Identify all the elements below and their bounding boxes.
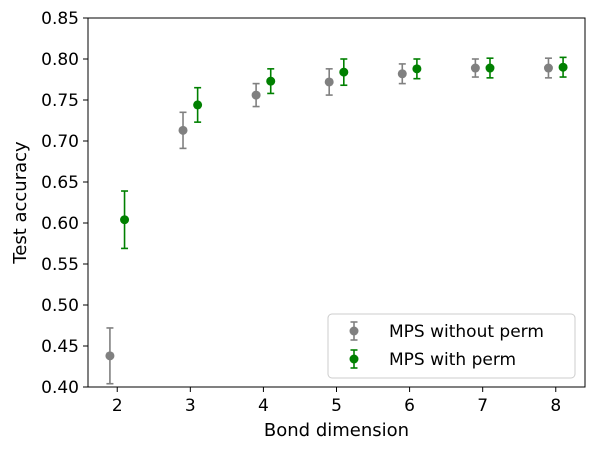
data-point: [397, 69, 407, 79]
data-point: [470, 63, 480, 73]
x-tick-label: 7: [477, 396, 488, 416]
legend-label: MPS without perm: [389, 322, 544, 342]
data-point: [178, 125, 188, 135]
y-axis-label: Test accuracy: [10, 141, 31, 265]
data-point: [339, 67, 349, 77]
x-axis-label: Bond dimension: [264, 420, 409, 441]
data-point: [266, 76, 276, 86]
y-tick-label: 0.85: [41, 9, 79, 29]
y-tick-label: 0.80: [41, 50, 79, 70]
data-point: [558, 62, 568, 72]
y-tick-label: 0.45: [41, 337, 79, 357]
data-point: [105, 351, 115, 361]
x-tick-label: 2: [112, 396, 123, 416]
x-tick-label: 6: [404, 396, 415, 416]
x-tick-label: 8: [550, 396, 561, 416]
y-tick-label: 0.40: [41, 378, 79, 398]
y-tick-label: 0.65: [41, 173, 79, 193]
legend-box: [327, 313, 576, 379]
x-axis-ticks: 2 3 4 5 6 7 8: [112, 387, 561, 416]
y-tick-label: 0.75: [41, 91, 79, 111]
data-point: [485, 63, 495, 73]
data-point: [193, 100, 203, 110]
data-point: [251, 90, 261, 100]
legend-marker: [349, 326, 359, 336]
y-tick-label: 0.70: [41, 132, 79, 152]
data-point: [412, 64, 422, 74]
x-tick-label: 5: [331, 396, 342, 416]
series-without-perm: [105, 57, 553, 385]
series-with-perm: [120, 56, 568, 250]
y-tick-label: 0.60: [41, 214, 79, 234]
legend: MPS without perm MPS with perm: [327, 313, 576, 379]
data-point: [120, 215, 130, 225]
data-marks: [105, 56, 568, 385]
legend-marker: [349, 354, 359, 364]
data-point: [324, 77, 334, 87]
legend-label: MPS with perm: [389, 350, 516, 370]
x-tick-label: 3: [185, 396, 196, 416]
x-tick-label: 4: [258, 396, 269, 416]
y-tick-label: 0.55: [41, 255, 79, 275]
y-axis-ticks: 0.40 0.45 0.50 0.55 0.60 0.65 0.70 0.75 0.80 0.85: [41, 9, 88, 398]
data-point: [543, 63, 553, 73]
y-tick-label: 0.50: [41, 296, 79, 316]
